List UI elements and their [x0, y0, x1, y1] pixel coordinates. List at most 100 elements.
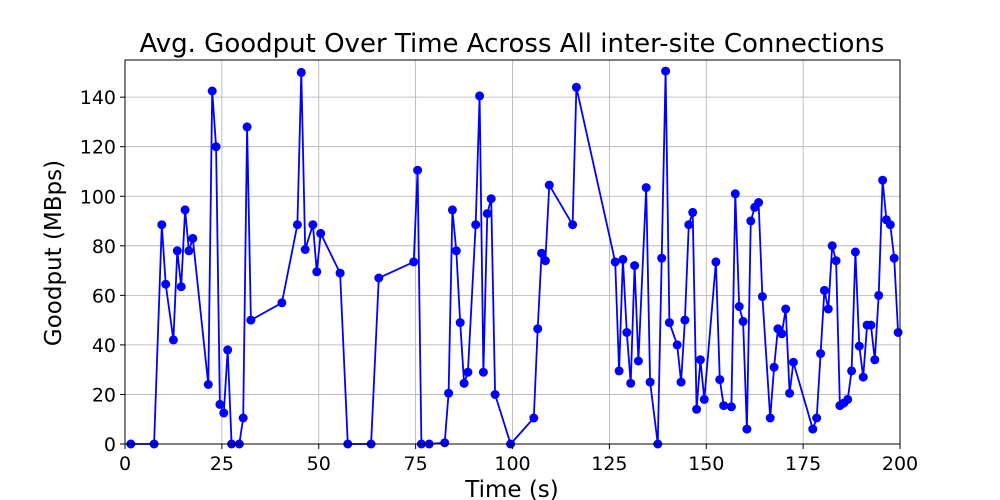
data-point — [215, 399, 225, 409]
x-tick-label: 150 — [688, 453, 724, 475]
data-point — [440, 438, 450, 448]
x-axis-ticks: 0 25 50 75 100 125 150 175 200 — [119, 444, 918, 475]
data-point — [742, 424, 752, 434]
data-point — [161, 279, 171, 289]
data-point — [176, 282, 186, 292]
data-point — [203, 380, 213, 389]
data-point — [827, 241, 837, 251]
data-point — [819, 285, 829, 295]
data-point — [847, 366, 857, 376]
series-line — [130, 70, 899, 445]
y-axis-ticks: 0 20 40 60 80 100 120 140 — [80, 87, 125, 456]
data-point — [622, 328, 632, 337]
data-point — [661, 66, 671, 76]
data-point — [754, 198, 764, 207]
x-tick-label: 25 — [210, 453, 234, 475]
data-point — [157, 220, 167, 230]
data-point — [715, 375, 725, 385]
data-point — [812, 413, 822, 423]
data-point — [866, 320, 876, 330]
data-point — [630, 261, 640, 271]
data-point — [296, 67, 306, 77]
chart-title: Avg. Goodput Over Time Across All inter-… — [140, 29, 885, 59]
data-point — [757, 292, 767, 302]
data-point — [816, 349, 826, 359]
data-point — [413, 165, 423, 175]
data-point — [785, 388, 795, 398]
data-point — [688, 207, 698, 217]
data-point — [238, 413, 248, 423]
data-point — [854, 341, 864, 351]
data-point — [641, 183, 651, 193]
data-point — [746, 216, 756, 226]
data-point — [184, 246, 194, 256]
data-point — [730, 189, 740, 199]
x-tick-label: 200 — [882, 453, 918, 475]
data-point — [471, 220, 481, 230]
data-point — [692, 404, 702, 414]
x-tick-label: 75 — [404, 453, 428, 475]
data-point — [726, 402, 736, 412]
grid — [124, 60, 901, 445]
data-point — [277, 298, 287, 308]
data-point — [711, 257, 721, 267]
y-tick-label: 80 — [92, 236, 116, 258]
data-point — [777, 329, 787, 339]
data-point — [207, 86, 217, 96]
y-tick-label: 140 — [80, 87, 116, 109]
data-point — [374, 273, 384, 283]
data-point — [769, 362, 779, 372]
data-point — [765, 413, 775, 423]
data-point — [312, 267, 322, 277]
data-point — [684, 220, 694, 230]
data-point — [447, 205, 457, 215]
data-point — [486, 194, 496, 204]
data-point — [478, 367, 488, 377]
data-point — [451, 246, 461, 256]
data-point — [409, 257, 419, 267]
x-tick-label: 175 — [785, 453, 821, 475]
data-point — [781, 304, 791, 314]
data-point — [180, 205, 190, 215]
data-point — [308, 220, 318, 230]
data-point — [808, 424, 818, 434]
data-point — [444, 388, 454, 398]
y-tick-label: 20 — [92, 384, 116, 406]
data-point — [734, 302, 744, 311]
y-axis-label: Goodput (MBps) — [41, 160, 67, 346]
data-point — [858, 372, 868, 382]
series-points — [126, 66, 903, 449]
data-point — [633, 356, 643, 366]
y-tick-label: 120 — [80, 137, 116, 159]
data-point — [610, 257, 620, 267]
data-point — [544, 180, 554, 190]
data-point — [850, 247, 860, 257]
data-point — [168, 335, 178, 345]
data-point — [316, 228, 326, 238]
x-tick-label: 125 — [591, 453, 627, 475]
data-point — [475, 91, 485, 101]
data-point — [568, 220, 578, 230]
data-point — [823, 304, 833, 314]
data-point — [242, 122, 252, 132]
data-point — [571, 82, 581, 92]
data-point — [482, 209, 492, 219]
data-point — [893, 328, 903, 337]
data-point — [537, 248, 547, 258]
data-point — [533, 324, 543, 334]
data-point — [874, 290, 884, 300]
data-point — [843, 394, 853, 404]
y-tick-label: 0 — [104, 434, 116, 456]
series-layer — [126, 66, 903, 449]
data-point — [626, 378, 636, 388]
data-point — [172, 246, 182, 256]
y-tick-label: 100 — [80, 186, 116, 208]
y-tick-label: 40 — [92, 335, 116, 357]
data-point — [300, 245, 310, 254]
data-point — [657, 253, 667, 263]
data-point — [223, 345, 233, 355]
data-point — [719, 401, 729, 411]
data-point — [870, 355, 880, 365]
data-point — [676, 377, 686, 387]
